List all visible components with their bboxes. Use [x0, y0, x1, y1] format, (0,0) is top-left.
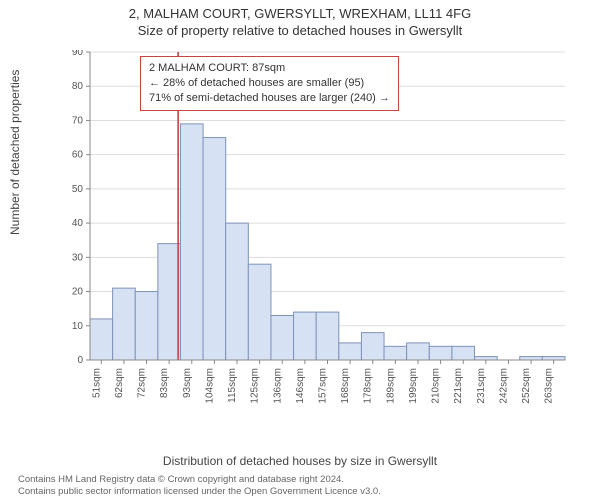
x-tick-label: 252sqm — [521, 368, 532, 404]
x-tick-label: 221sqm — [453, 368, 464, 404]
x-tick-label: 51sqm — [91, 368, 102, 398]
histogram-bar — [158, 244, 181, 360]
x-axis-label: Distribution of detached houses by size … — [0, 454, 600, 468]
svg-text:0: 0 — [77, 355, 83, 366]
histogram-bar — [361, 333, 384, 360]
x-tick-label: 210sqm — [431, 368, 442, 404]
histogram-bar — [475, 357, 498, 360]
x-tick-label: 93sqm — [182, 368, 193, 398]
histogram-bar — [90, 319, 113, 360]
x-tick-label: 104sqm — [204, 368, 215, 404]
histogram-bar — [294, 312, 317, 360]
histogram-bar — [520, 357, 543, 360]
x-tick-label: 263sqm — [544, 368, 555, 404]
x-tick-label: 168sqm — [340, 368, 351, 404]
svg-text:50: 50 — [72, 184, 84, 195]
histogram-bar — [384, 346, 407, 360]
x-tick-label: 199sqm — [408, 368, 419, 404]
x-tick-label: 178sqm — [363, 368, 374, 404]
y-axis-label: Number of detached properties — [8, 70, 22, 235]
x-tick-label: 189sqm — [385, 368, 396, 404]
footer-attribution: Contains HM Land Registry data © Crown c… — [18, 474, 381, 498]
histogram-bar — [113, 288, 136, 360]
histogram-bar — [203, 138, 226, 360]
histogram-bar — [135, 292, 158, 360]
histogram-bar — [248, 264, 271, 360]
histogram-bar — [226, 223, 249, 360]
svg-text:30: 30 — [72, 252, 84, 263]
footer-line1: Contains HM Land Registry data © Crown c… — [18, 474, 381, 486]
chart-title-sub: Size of property relative to detached ho… — [0, 21, 600, 38]
x-tick-label: 231sqm — [476, 368, 487, 404]
figure-container: 2, MALHAM COURT, GWERSYLLT, WREXHAM, LL1… — [0, 0, 600, 500]
svg-text:80: 80 — [72, 81, 84, 92]
annotation-line3: 71% of semi-detached houses are larger (… — [149, 91, 390, 106]
histogram-bar — [407, 343, 430, 360]
svg-text:10: 10 — [72, 321, 84, 332]
svg-text:90: 90 — [72, 50, 84, 58]
svg-text:40: 40 — [72, 218, 84, 229]
x-tick-label: 125sqm — [250, 368, 261, 404]
annotation-line2: ← 28% of detached houses are smaller (95… — [149, 76, 390, 91]
x-tick-label: 72sqm — [137, 368, 148, 398]
histogram-bar — [452, 346, 475, 360]
x-tick-label: 62sqm — [114, 368, 125, 398]
annotation-box: 2 MALHAM COURT: 87sqm ← 28% of detached … — [140, 56, 399, 111]
annotation-line1: 2 MALHAM COURT: 87sqm — [149, 61, 390, 76]
histogram-bar — [271, 316, 294, 360]
footer-line2: Contains public sector information licen… — [18, 486, 381, 498]
histogram-chart: 0 10 20 30 40 50 60 70 80 90 51sqm 62sqm 72sqm 83sqm 9… — [60, 50, 570, 420]
x-tick-label: 136sqm — [272, 368, 283, 404]
histogram-bar — [180, 124, 203, 360]
x-tick-label: 83sqm — [159, 368, 170, 398]
histogram-bar — [429, 346, 452, 360]
chart-title-main: 2, MALHAM COURT, GWERSYLLT, WREXHAM, LL1… — [0, 0, 600, 21]
histogram-bar — [316, 312, 339, 360]
x-tick-label: 146sqm — [295, 368, 306, 404]
svg-text:70: 70 — [72, 115, 84, 126]
svg-text:60: 60 — [72, 150, 84, 161]
svg-text:20: 20 — [72, 287, 84, 298]
x-tick-label: 242sqm — [498, 368, 509, 404]
x-tick-label: 115sqm — [227, 368, 238, 403]
histogram-bar — [339, 343, 362, 360]
x-tick-label: 157sqm — [318, 368, 329, 404]
histogram-bar — [542, 357, 565, 360]
